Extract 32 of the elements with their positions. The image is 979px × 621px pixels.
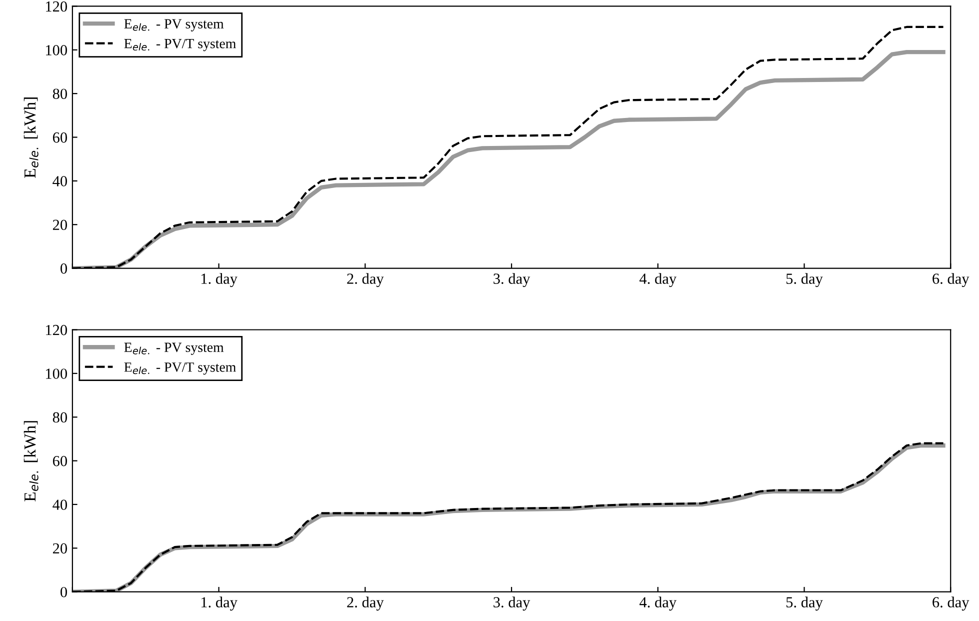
y-tick-label: 60 (52, 132, 67, 143)
y-tick-label: 0 (60, 586, 67, 598)
x-tick-label: 2. day (347, 596, 384, 611)
x-tick-label: 6. day (932, 273, 970, 288)
y-tick-label: 60 (52, 456, 67, 466)
y-tick-label: 80 (52, 412, 67, 423)
y-tick-label: 80 (52, 88, 67, 100)
x-tick-label: 2. day (347, 273, 384, 288)
x-tick-label: 3. day (494, 273, 530, 288)
x-tick-label: 4. day (640, 273, 676, 288)
legend-label: E$_{ele.}$ - PV system (124, 19, 224, 32)
x-tick-label: 5. day (786, 596, 823, 611)
x-tick-label: 4. day (640, 596, 676, 611)
x-tick-label: 5. day (786, 273, 823, 288)
y-tick-label: 20 (52, 220, 67, 230)
legend-label: E$_{ele.}$ - PV system (124, 342, 224, 355)
y-tick-label: 40 (52, 176, 67, 186)
x-tick-label: 1. day (201, 273, 238, 288)
y-tick-label: 100 (46, 368, 67, 379)
x-tick-label: 6. day (932, 596, 970, 611)
legend-label: E$_{ele.}$ - PV/T system (124, 362, 236, 375)
y-axis-title: E$_{ele.}$ [kWh] (24, 421, 38, 502)
legend-label: E$_{ele.}$ - PV/T system (124, 38, 236, 52)
y-axis-title: E$_{ele.}$ [kWh] (24, 98, 38, 178)
y-tick-label: 20 (52, 543, 67, 554)
y-tick-label: 0 (60, 263, 67, 274)
y-tick-label: 100 (46, 45, 67, 56)
x-tick-label: 1. day (201, 596, 238, 611)
y-tick-label: 40 (52, 500, 67, 510)
y-tick-label: 120 (46, 324, 67, 336)
y-tick-label: 120 (46, 1, 67, 12)
x-tick-label: 3. day (494, 596, 530, 611)
